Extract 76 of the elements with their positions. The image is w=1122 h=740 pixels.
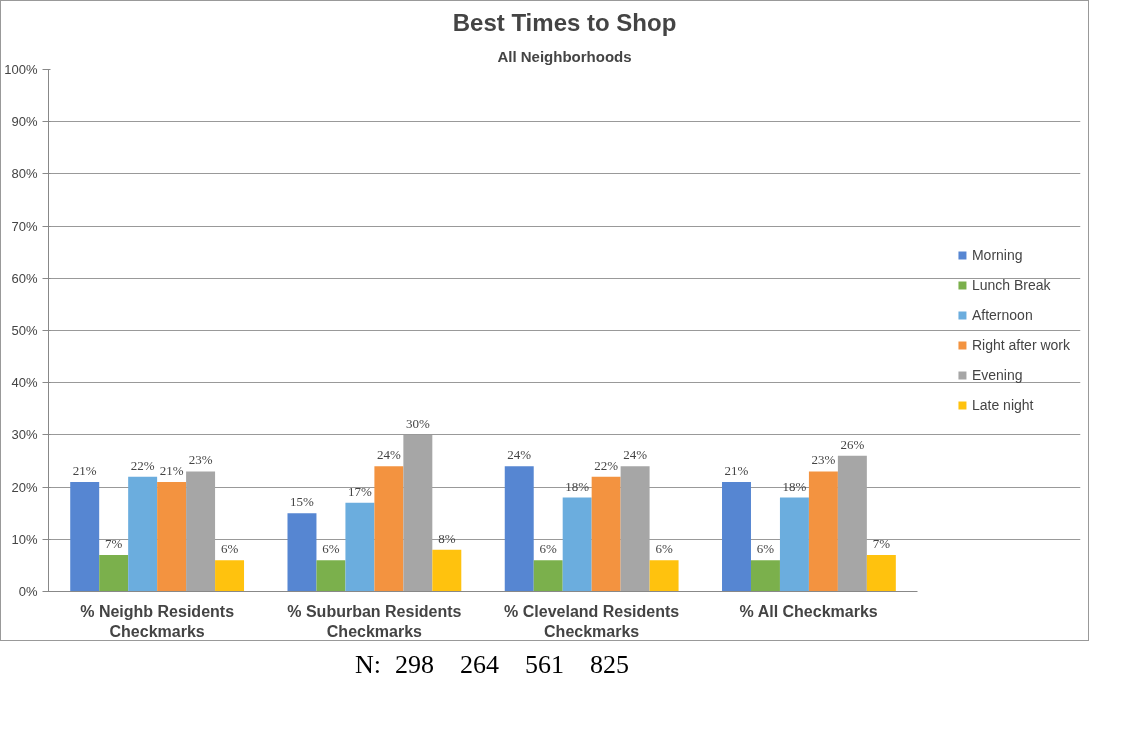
x-tick-label: % Cleveland Residents Checkmarks: [504, 602, 680, 640]
data-label: 6%: [322, 541, 340, 557]
x-tick-label: % All Checkmarks: [739, 602, 878, 620]
bar: [215, 560, 245, 592]
y-tick-label: 80%: [11, 166, 38, 182]
data-label: 7%: [872, 535, 891, 551]
bar: [837, 455, 867, 592]
bar: [316, 560, 346, 592]
bar: [186, 471, 216, 592]
legend-label: Evening: [971, 367, 1023, 383]
data-label: 6%: [655, 541, 673, 557]
bar: [345, 502, 375, 592]
data-label: 24%: [376, 447, 401, 463]
data-label: 6%: [539, 541, 558, 557]
y-tick-label: 90%: [11, 114, 38, 130]
bar: [649, 560, 679, 592]
text: 825: [590, 649, 630, 681]
data-label: 23%: [811, 452, 836, 468]
y-tick-label: 70%: [11, 218, 38, 234]
y-tick-label: 0%: [18, 584, 38, 599]
bar: [432, 549, 462, 592]
data-label: 21%: [72, 462, 97, 478]
legend-label: Lunch Break: [971, 277, 1051, 293]
bar: [591, 476, 621, 592]
data-label: 7%: [105, 535, 123, 551]
data-label: 6%: [756, 541, 775, 557]
data-label: 6%: [220, 541, 239, 557]
data-label: 18%: [565, 478, 590, 494]
y-tick-label: 60%: [11, 270, 38, 286]
bar: [562, 497, 592, 592]
y-tick-label: 30%: [11, 427, 38, 443]
bar: [750, 560, 780, 592]
bar: [99, 554, 129, 592]
y-tick-label: 50%: [11, 323, 38, 338]
data-label: 21%: [724, 462, 749, 478]
bar: [403, 434, 433, 592]
chart-title: Best Times to Shop: [452, 8, 677, 36]
bar: [808, 471, 838, 592]
data-label: 15%: [290, 494, 315, 510]
data-label: 17%: [348, 483, 372, 499]
bar: [504, 466, 534, 592]
data-label: 18%: [782, 478, 807, 494]
text: 298: [395, 649, 435, 681]
bar: [374, 466, 404, 592]
x-tick-label: % Neighb Residents Checkmarks: [80, 602, 235, 640]
x-tick-label: % Suburban Residents Checkmarks: [287, 602, 462, 640]
text: 561: [525, 649, 565, 681]
bar: [157, 481, 187, 592]
y-tick-label: 20%: [11, 479, 38, 495]
bar: [70, 481, 100, 592]
data-label: 26%: [840, 436, 865, 452]
bar: [287, 513, 317, 592]
bar: [620, 466, 650, 592]
data-label: 8%: [438, 530, 456, 546]
y-tick-label: 100%: [4, 62, 38, 77]
bar: [866, 554, 896, 592]
y-tick-label: 40%: [11, 375, 38, 391]
y-tick-label: 10%: [11, 531, 38, 547]
bar: [128, 476, 158, 592]
legend-label: Morning: [971, 247, 1023, 263]
legend-label: Late night: [971, 397, 1034, 413]
bar: [533, 560, 563, 592]
data-label: 30%: [405, 415, 430, 431]
data-label: 23%: [188, 452, 213, 468]
legend-label: Afternoon: [971, 307, 1033, 323]
data-label: 22%: [130, 457, 155, 473]
data-label: 21%: [159, 462, 184, 478]
text: 264: [460, 649, 500, 681]
data-label: 24%: [507, 447, 532, 463]
data-label: 24%: [623, 447, 648, 463]
legend-label: Right after work: [971, 337, 1070, 353]
data-label: 22%: [594, 457, 619, 473]
bar: [722, 481, 751, 592]
chart-subtitle: All Neighborhoods: [497, 47, 632, 65]
text: N:: [355, 649, 382, 681]
bar: [779, 497, 809, 592]
